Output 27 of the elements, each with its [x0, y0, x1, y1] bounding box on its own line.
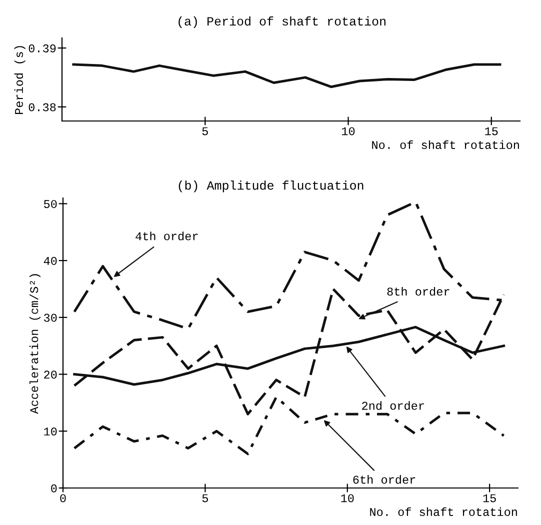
- chart-title: (b) Amplitude fluctuation: [178, 180, 364, 192]
- x-tick-label: 0: [60, 494, 66, 502]
- y-tick-label: 30: [44, 314, 57, 322]
- y-tick-label: 50: [44, 200, 57, 208]
- x-tick-label: 10: [341, 494, 354, 502]
- y-axis-title: Acceleration (cm/S²): [29, 274, 40, 414]
- annotation: 8th order: [387, 286, 450, 296]
- y-tick-label: 0: [51, 484, 57, 492]
- annotation: 4th order: [136, 232, 198, 240]
- x-axis-title: No. of shaft rotation: [372, 140, 519, 150]
- x-axis-title: No. of shaft rotation: [370, 507, 517, 516]
- chart-title: (a) Period of shaft rotation: [178, 16, 386, 28]
- y-tick-label: 40: [44, 256, 57, 265]
- y-axis-title: Period (s): [14, 46, 26, 114]
- x-tick-label: 10: [342, 127, 355, 136]
- x-tick-label: 5: [202, 494, 208, 502]
- x-tick-label: 15: [485, 127, 498, 136]
- y-tick-label: 0.39: [28, 44, 56, 52]
- line-series: [73, 396, 506, 456]
- y-tick-label: 20: [44, 370, 57, 379]
- x-tick-label: 5: [202, 127, 208, 136]
- annotation: 2nd order: [362, 401, 424, 410]
- y-tick-label: 0.38: [28, 103, 56, 112]
- line-series: [72, 63, 502, 88]
- annotation: 6th order: [353, 475, 416, 484]
- y-tick-label: 10: [44, 428, 57, 436]
- x-tick-label: 15: [483, 494, 496, 502]
